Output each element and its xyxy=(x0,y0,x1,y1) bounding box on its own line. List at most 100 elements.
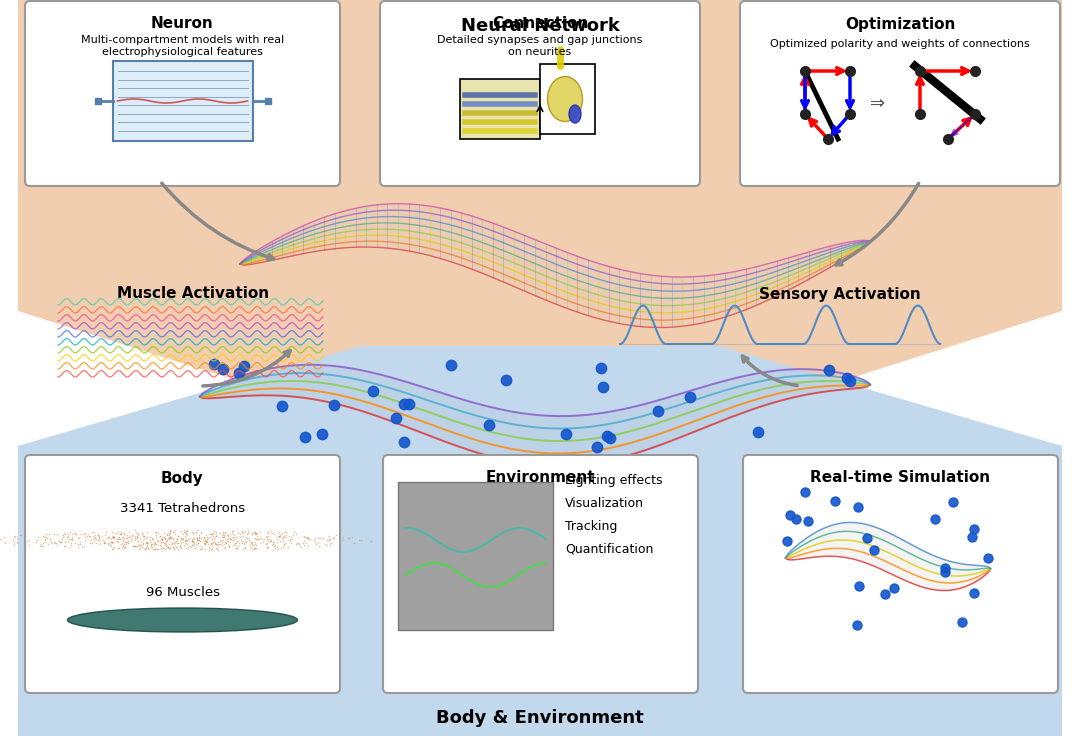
Point xyxy=(112,528,130,539)
Point xyxy=(192,526,210,538)
FancyBboxPatch shape xyxy=(383,455,698,693)
Point xyxy=(99,532,117,544)
Point xyxy=(178,538,195,550)
Point xyxy=(153,534,171,545)
Point xyxy=(204,527,221,539)
Point xyxy=(193,542,211,553)
Point xyxy=(258,542,275,553)
Point xyxy=(82,534,99,546)
Point xyxy=(192,527,210,539)
Point xyxy=(203,540,220,552)
Point xyxy=(321,534,338,546)
Point xyxy=(158,534,175,545)
Point xyxy=(216,542,233,553)
Point xyxy=(109,533,126,545)
Point xyxy=(161,531,178,543)
FancyBboxPatch shape xyxy=(25,455,340,693)
Point xyxy=(12,529,29,541)
Point xyxy=(138,537,156,548)
Point xyxy=(307,537,324,548)
Point xyxy=(299,533,316,545)
Point xyxy=(285,526,302,538)
Point xyxy=(141,539,159,551)
Point xyxy=(248,531,266,542)
Point xyxy=(130,535,147,547)
Point xyxy=(239,528,256,539)
Point xyxy=(159,528,176,540)
Point xyxy=(126,532,144,544)
Point xyxy=(321,534,338,545)
Point xyxy=(316,538,334,550)
Point xyxy=(191,535,208,547)
Point xyxy=(176,526,193,538)
Point xyxy=(225,539,242,551)
Point xyxy=(291,539,308,551)
Point xyxy=(259,526,276,538)
Point xyxy=(272,535,289,547)
Point xyxy=(18,535,36,547)
Point xyxy=(267,539,284,551)
Point xyxy=(211,527,228,539)
Point xyxy=(311,539,328,551)
Point xyxy=(156,527,173,539)
Point xyxy=(117,542,134,553)
Bar xyxy=(460,79,540,139)
Point xyxy=(248,533,266,545)
Point xyxy=(233,535,251,547)
Point xyxy=(152,534,170,545)
Point xyxy=(111,528,129,540)
Point xyxy=(275,539,293,551)
Point xyxy=(151,531,168,542)
Point xyxy=(103,540,120,552)
Point xyxy=(21,534,38,546)
Text: Real-time Simulation: Real-time Simulation xyxy=(810,470,990,486)
Point xyxy=(45,528,63,539)
Point xyxy=(86,529,104,541)
Point xyxy=(144,532,161,544)
Point xyxy=(135,530,152,542)
Point xyxy=(294,537,311,549)
Point xyxy=(164,533,181,545)
Point xyxy=(102,539,119,551)
Point xyxy=(217,537,234,549)
Point xyxy=(170,530,187,542)
Point xyxy=(56,540,73,552)
Point xyxy=(177,525,194,537)
Point xyxy=(225,529,242,541)
Point xyxy=(207,531,225,542)
Point xyxy=(295,530,312,542)
Point xyxy=(174,534,191,545)
Point xyxy=(283,534,300,545)
Point xyxy=(270,531,287,543)
Text: Neuron: Neuron xyxy=(151,16,214,32)
Point xyxy=(160,537,177,549)
Text: Detailed synapses and gap junctions
on neurites: Detailed synapses and gap junctions on n… xyxy=(437,35,643,57)
Point xyxy=(228,542,245,553)
Point xyxy=(104,537,121,549)
Point xyxy=(205,532,222,544)
Point xyxy=(163,532,180,544)
Point xyxy=(243,542,260,554)
Point xyxy=(251,526,268,537)
Point xyxy=(190,534,207,545)
Point xyxy=(247,533,265,545)
Point xyxy=(154,542,172,554)
Point xyxy=(207,528,225,539)
Point xyxy=(218,535,235,547)
Point xyxy=(125,540,143,552)
Point xyxy=(192,532,210,544)
Point xyxy=(187,538,204,550)
Point xyxy=(205,526,222,537)
Point xyxy=(214,528,231,539)
Point xyxy=(210,536,227,548)
Point xyxy=(210,544,227,556)
Point xyxy=(59,531,77,542)
Point xyxy=(271,529,288,541)
Point xyxy=(77,527,94,539)
Point xyxy=(246,526,264,538)
Point xyxy=(54,534,71,545)
Point xyxy=(299,531,316,542)
Point xyxy=(35,537,52,549)
Point xyxy=(241,532,258,544)
Point xyxy=(198,537,215,548)
